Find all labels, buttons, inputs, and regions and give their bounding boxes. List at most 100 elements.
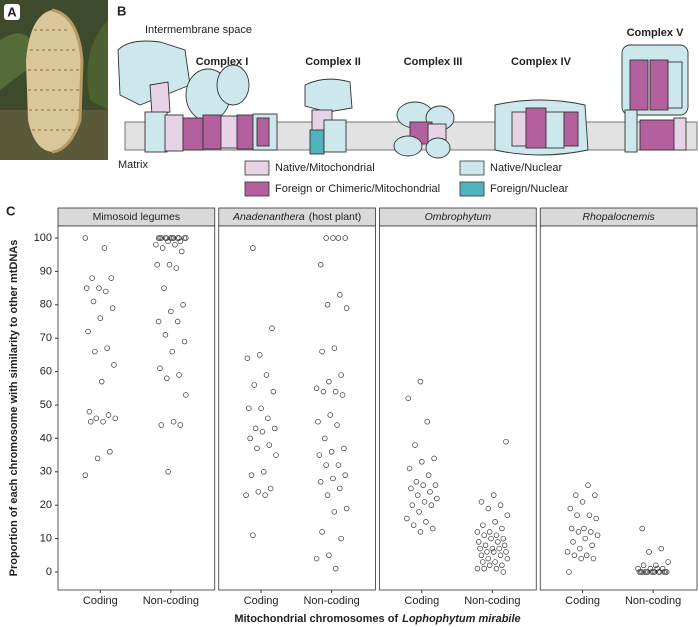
y-tick-label: 20: [40, 499, 52, 511]
y-axis-label: Proportion of each chromosome with simil…: [8, 240, 20, 577]
point: [503, 438, 509, 445]
point: [263, 372, 270, 378]
y-tick-label: 80: [40, 299, 52, 311]
point: [663, 569, 670, 575]
point: [82, 472, 89, 478]
point: [651, 569, 658, 575]
panel: [539, 225, 698, 591]
point: [484, 549, 490, 555]
point: [258, 405, 264, 412]
point: [643, 569, 650, 575]
point: [172, 241, 178, 248]
point: [647, 565, 654, 572]
point: [428, 502, 435, 508]
point: [578, 555, 584, 562]
point: [111, 362, 117, 368]
point: [481, 532, 487, 538]
point: [571, 552, 578, 559]
point: [423, 519, 429, 525]
point: [105, 412, 112, 418]
point: [581, 525, 587, 532]
point: [315, 418, 321, 425]
point: [594, 532, 601, 538]
point: [434, 495, 440, 502]
point: [247, 435, 253, 442]
point: [343, 305, 350, 311]
point: [331, 345, 338, 351]
facet-title: Rhopalocnemis: [582, 211, 655, 223]
point: [109, 305, 116, 311]
facet-title-main: Mimosoid legumes: [93, 211, 181, 223]
point: [475, 539, 482, 545]
point: [568, 525, 575, 532]
point: [324, 492, 331, 498]
point: [425, 472, 432, 478]
point: [337, 485, 343, 492]
point: [497, 502, 504, 508]
point: [270, 388, 277, 395]
point: [332, 565, 339, 572]
point: [271, 425, 278, 432]
point: [168, 308, 174, 315]
point: [489, 545, 496, 552]
point: [499, 562, 505, 569]
y-tick-label: 70: [40, 332, 52, 344]
point: [654, 565, 660, 572]
point: [410, 522, 417, 528]
point: [323, 462, 329, 468]
panel-label: A: [7, 4, 17, 19]
y-tick-label: 60: [40, 366, 52, 378]
point: [564, 549, 571, 555]
legend: Native/Mitochondrial Native/Nuclear Foreig…: [244, 160, 569, 197]
point: [179, 248, 185, 255]
point: [181, 338, 188, 345]
point: [429, 525, 436, 532]
point: [488, 535, 494, 542]
point: [567, 505, 574, 512]
point: [153, 241, 159, 248]
point: [485, 505, 492, 512]
point: [104, 345, 110, 351]
point: [338, 372, 344, 378]
point: [478, 499, 485, 505]
point: [108, 275, 114, 281]
point: [412, 442, 418, 448]
point: [103, 288, 109, 295]
point: [577, 545, 583, 552]
point: [324, 302, 331, 308]
complex-iv: [494, 99, 589, 156]
point: [170, 235, 177, 241]
point: [342, 472, 348, 478]
legend-label: Foreign/Nuclear: [490, 183, 569, 195]
point: [337, 292, 343, 298]
point: [327, 412, 333, 418]
point: [424, 418, 431, 425]
legend-swatch: [244, 160, 270, 176]
y-tick-label: 50: [40, 399, 52, 411]
point: [100, 418, 106, 425]
point: [586, 512, 593, 518]
point: [474, 529, 481, 535]
x-axis-label: Mitochondrial chromosomes of Lophophytum …: [234, 613, 520, 625]
point: [406, 465, 413, 472]
point: [90, 298, 97, 305]
facet-title-main: Anadenanthera: [232, 211, 305, 223]
point: [256, 352, 263, 358]
point: [646, 549, 652, 555]
photo: [0, 0, 108, 160]
point: [158, 422, 165, 428]
point: [492, 559, 498, 565]
compartment-label: Intermembrane space: [145, 24, 252, 36]
point: [405, 395, 411, 402]
point: [180, 302, 186, 308]
point: [170, 418, 177, 425]
point: [593, 515, 599, 522]
point: [497, 552, 504, 559]
point: [655, 569, 662, 575]
point: [157, 365, 163, 372]
point: [169, 348, 175, 355]
point: [341, 445, 347, 452]
point: [492, 519, 498, 525]
x-tick-label: Coding: [83, 595, 118, 607]
